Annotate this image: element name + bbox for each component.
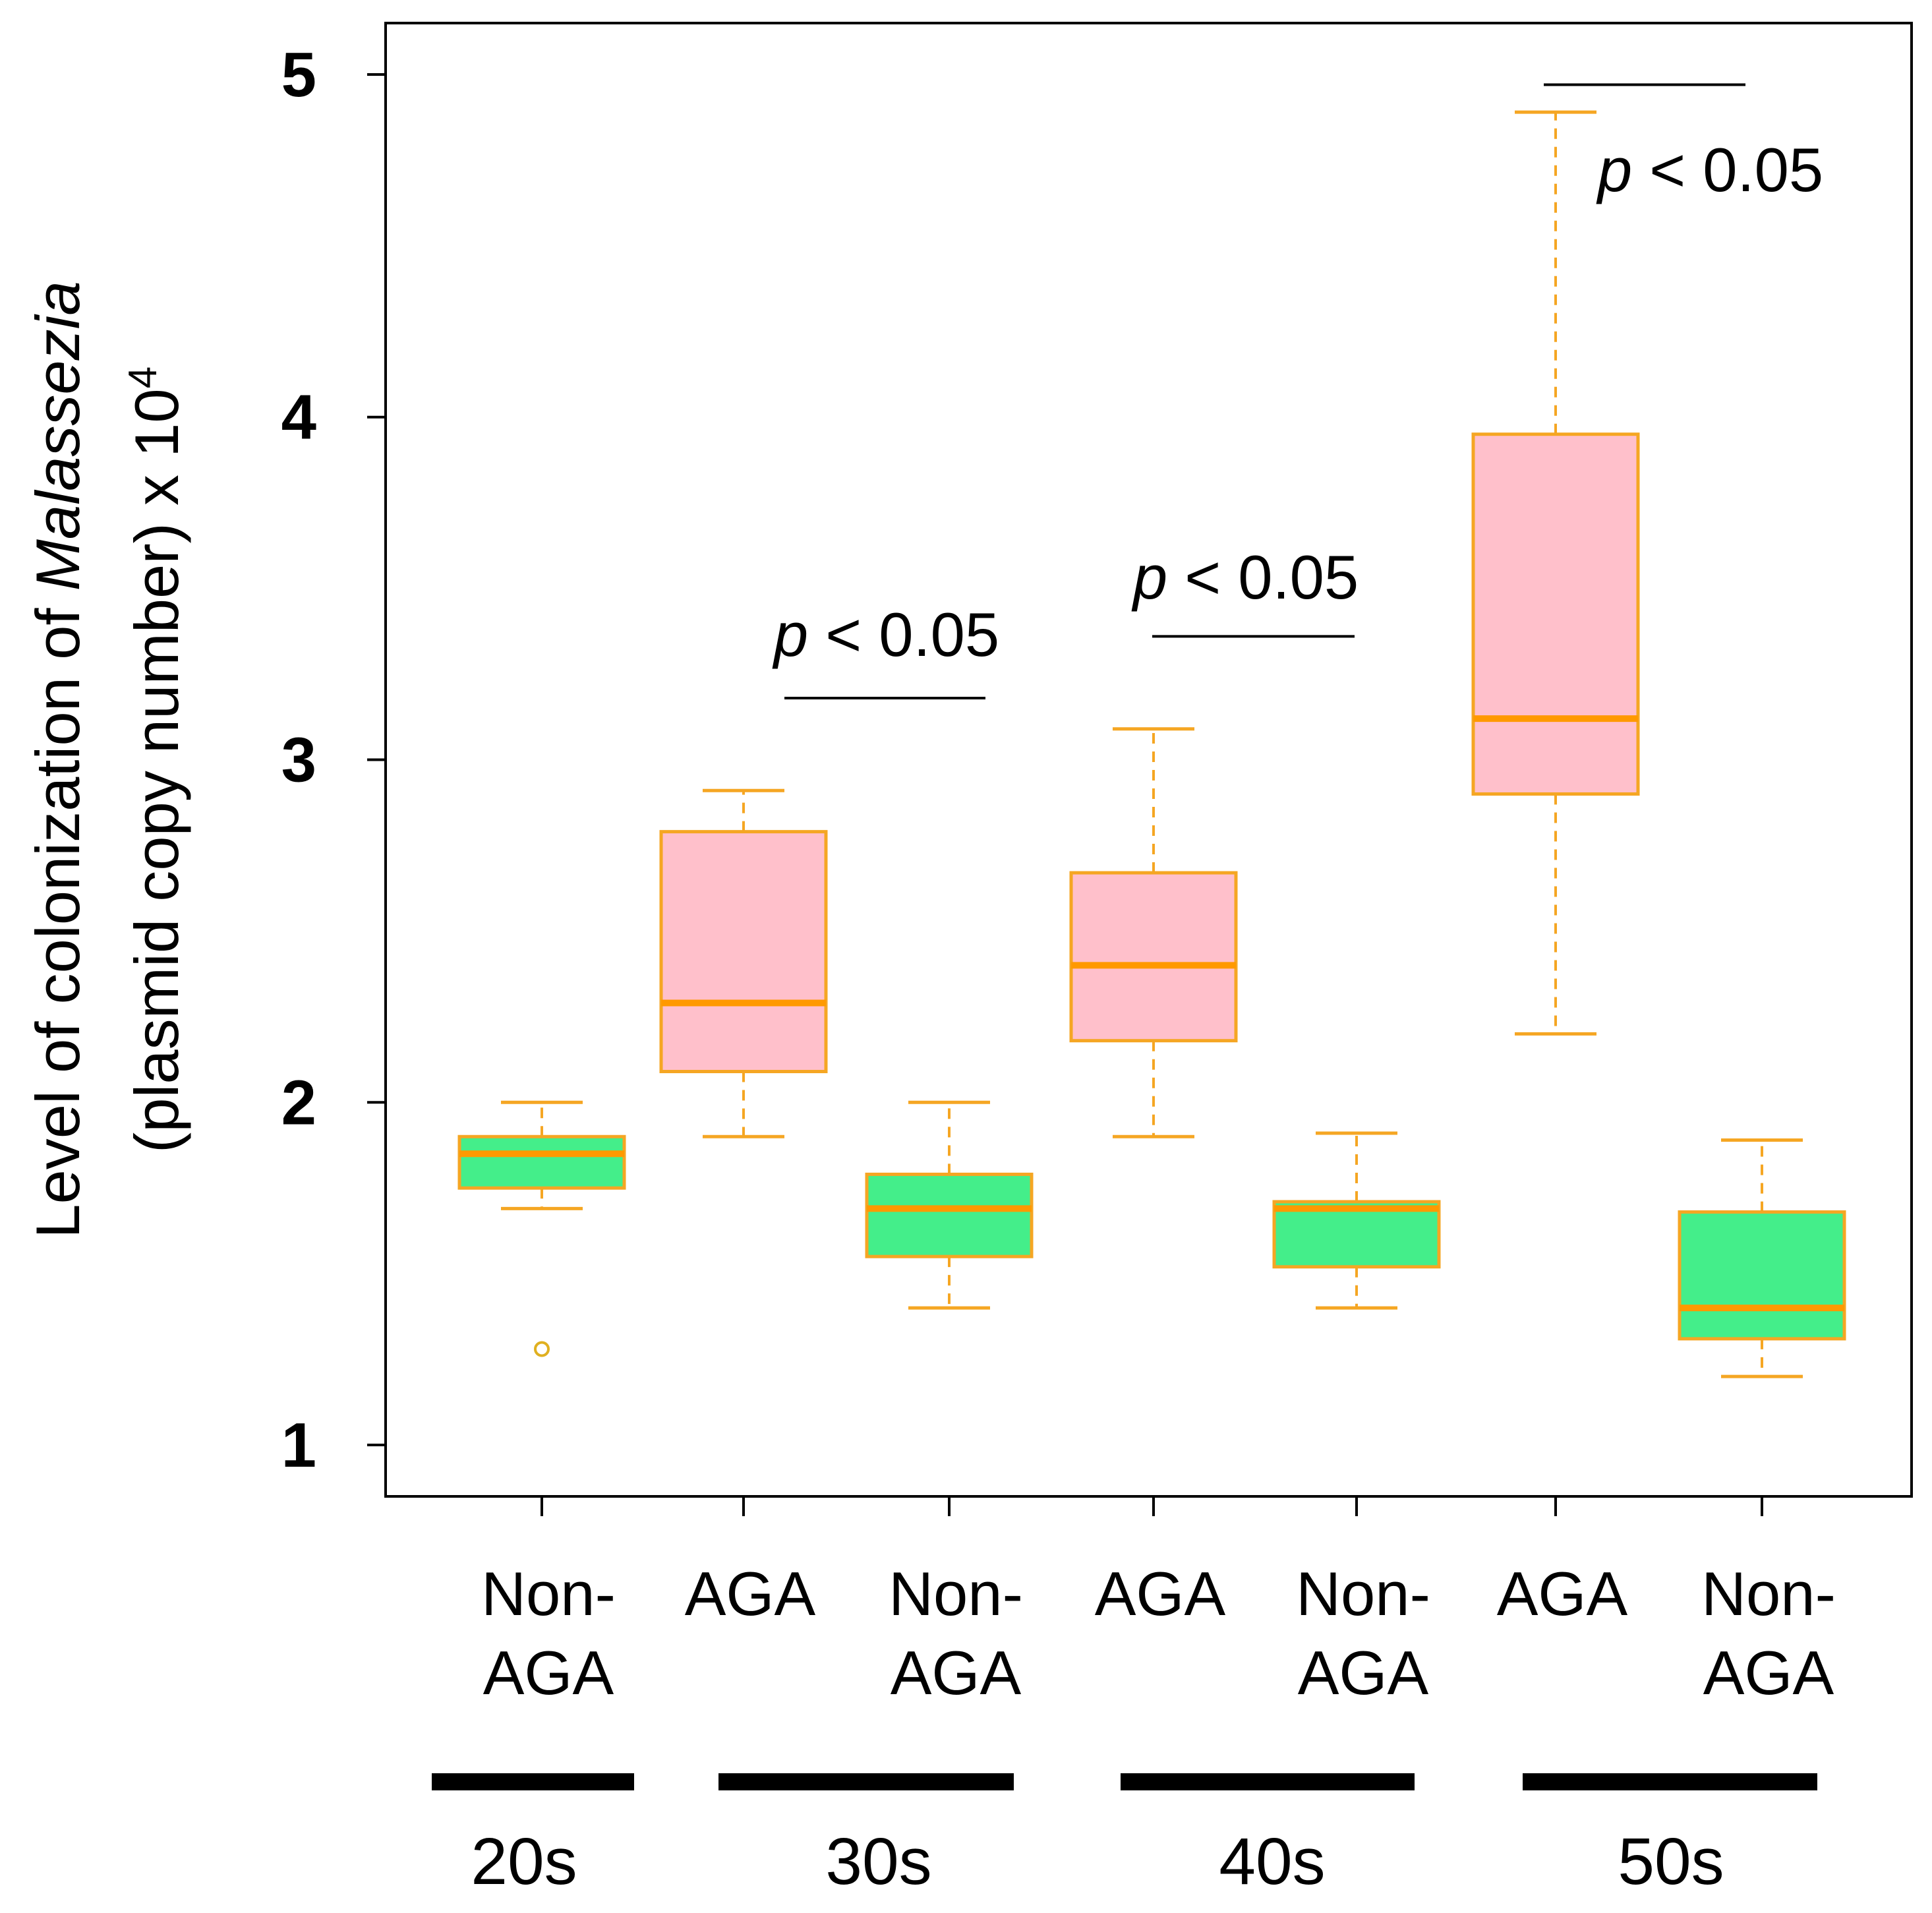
plot-frame bbox=[384, 22, 1913, 1498]
box-iqr bbox=[865, 1172, 1034, 1258]
significance-annotations: p < 0.05p < 0.05p < 0.05 bbox=[772, 83, 1823, 699]
p-value-label: p < 0.05 bbox=[772, 600, 999, 669]
x-tick-label-line1: AGA bbox=[1497, 1559, 1628, 1628]
age-group-bar bbox=[432, 1773, 634, 1790]
x-tick-label-line1: AGA bbox=[1095, 1559, 1226, 1628]
y-label-sup: 4 bbox=[121, 367, 165, 388]
x-tick-label-line1: Non- bbox=[1296, 1559, 1430, 1628]
age-group-label: 50s bbox=[1618, 1825, 1724, 1898]
outlier-point bbox=[534, 1341, 550, 1357]
box-3 bbox=[1069, 727, 1238, 1138]
y-label-main: (plasmid copy number) x 10 bbox=[122, 388, 191, 1153]
x-tick-label-line2: AGA bbox=[891, 1638, 1022, 1707]
age-group-label: 40s bbox=[1219, 1825, 1325, 1898]
age-group-bar bbox=[718, 1773, 1014, 1790]
y-label-prefix: Level of colonization of bbox=[23, 591, 92, 1238]
box-iqr bbox=[1678, 1210, 1846, 1341]
box-series bbox=[457, 110, 1846, 1378]
x-tick-label-line2: AGA bbox=[1298, 1638, 1429, 1707]
p-symbol: p bbox=[772, 600, 808, 669]
p-symbol: p bbox=[1596, 135, 1632, 204]
box-4 bbox=[1272, 1131, 1441, 1310]
p-threshold: < 0.05 bbox=[808, 600, 999, 669]
x-tick-label-line1: Non- bbox=[889, 1559, 1023, 1628]
y-tick-label-1: 1 bbox=[281, 1410, 316, 1481]
y-label-line2: (plasmid copy number) x 104 bbox=[121, 367, 192, 1153]
p-symbol: p bbox=[1131, 543, 1167, 612]
x-tick-label-line2: AGA bbox=[1703, 1638, 1834, 1707]
box-0 bbox=[457, 1100, 626, 1357]
y-tick-label-5: 5 bbox=[281, 40, 316, 110]
box-5 bbox=[1471, 110, 1640, 1036]
x-tick-label-line1: AGA bbox=[685, 1559, 816, 1628]
y-label-italic: Malassezia bbox=[23, 281, 92, 591]
box-2 bbox=[865, 1100, 1034, 1310]
box-iqr bbox=[1069, 871, 1238, 1043]
box-1 bbox=[659, 788, 828, 1138]
box-6 bbox=[1678, 1138, 1846, 1378]
age-group-label: 30s bbox=[825, 1825, 931, 1898]
age-group-bar bbox=[1121, 1773, 1415, 1790]
y-label-line1: Level of colonization of Malassezia bbox=[23, 281, 92, 1239]
age-group-bar bbox=[1523, 1773, 1817, 1790]
p-threshold: < 0.05 bbox=[1167, 543, 1359, 612]
box-iqr bbox=[1272, 1200, 1441, 1269]
y-tick-label-2: 2 bbox=[281, 1067, 316, 1138]
x-tick-label-line1: Non- bbox=[1701, 1559, 1836, 1628]
x-tick-label-line2: AGA bbox=[483, 1638, 614, 1707]
y-tick-label-3: 3 bbox=[281, 725, 316, 796]
box-iqr bbox=[1471, 432, 1640, 796]
y-axis: 1 2 3 4 5 bbox=[281, 40, 386, 1481]
x-tick-label-line1: Non- bbox=[481, 1559, 616, 1628]
age-group-axis: 20s 30s 40s 50s bbox=[432, 1773, 1817, 1898]
x-axis: Non- AGA AGA Non- AGA AGA Non- AGA AGA Non- AGA bbox=[481, 1496, 1836, 1707]
age-group-label: 20s bbox=[471, 1825, 577, 1898]
p-value-label: p < 0.05 bbox=[1596, 135, 1823, 204]
y-axis-label: Level of colonization of Malassezia (plas… bbox=[23, 281, 191, 1239]
p-value-label: p < 0.05 bbox=[1131, 543, 1359, 612]
box-iqr bbox=[659, 830, 828, 1073]
y-tick-label-4: 4 bbox=[281, 382, 316, 453]
box-iqr bbox=[457, 1134, 626, 1190]
p-threshold: < 0.05 bbox=[1632, 135, 1823, 204]
